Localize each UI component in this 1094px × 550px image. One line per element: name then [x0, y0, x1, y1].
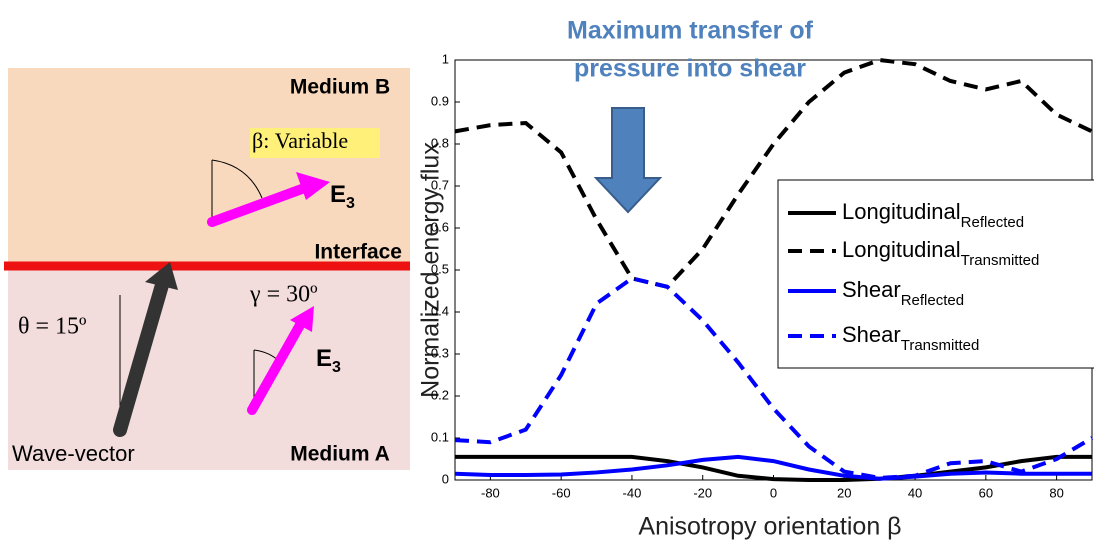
legend-name: Shear — [842, 277, 901, 302]
e3-text: E — [330, 181, 346, 208]
interface-label: Interface — [314, 241, 402, 264]
x-axis-label: Anisotropy orientation β — [638, 513, 901, 541]
y-tick-label: 0.3 — [431, 345, 449, 360]
x-tick-label: -20 — [693, 485, 712, 500]
x-tick-label: 0 — [770, 485, 777, 500]
y-tick-label: 0.2 — [431, 387, 449, 402]
wave-vector-label: Wave-vector — [12, 441, 135, 466]
medium-a-region — [8, 266, 410, 470]
y-tick-label: 0.5 — [431, 261, 449, 276]
legend-name: Longitudinal — [842, 199, 961, 224]
x-tick-label: 40 — [908, 485, 922, 500]
y-tick-label: 0.9 — [431, 93, 449, 108]
gamma-label: γ = 30º — [249, 282, 318, 308]
medium-a-label: Medium A — [290, 443, 390, 466]
x-tick-label: 60 — [979, 485, 993, 500]
medium-b-label: Medium B — [290, 76, 390, 99]
e3-text: E — [316, 345, 332, 372]
e3-sub: 3 — [346, 195, 355, 212]
y-tick-label: 0.6 — [431, 219, 449, 234]
legend-name: Shear — [842, 322, 901, 347]
legend-subscript: Transmitted — [901, 337, 980, 354]
y-tick-label: 0 — [442, 471, 449, 486]
chart-title: Maximum transfer of — [567, 17, 814, 45]
annotation-arrow — [596, 108, 660, 212]
y-tick-label: 0.1 — [431, 429, 449, 444]
x-tick-label: 20 — [837, 485, 851, 500]
y-tick-label: 1 — [442, 51, 449, 66]
figure: Medium B β: Variable E3 Interface θ = 15… — [0, 0, 1094, 550]
theta-label: θ = 15º — [18, 314, 87, 340]
e3-sub: 3 — [332, 359, 341, 376]
y-tick-label: 0.4 — [431, 303, 449, 318]
beta-label: β: Variable — [252, 128, 348, 153]
x-tick-label: 80 — [1049, 485, 1063, 500]
chart-title: pressure into shear — [574, 55, 806, 83]
x-tick-label: -60 — [552, 485, 571, 500]
y-tick-label: 0.8 — [431, 135, 449, 150]
legend-name: Longitudinal — [842, 237, 961, 262]
x-tick-label: -40 — [623, 485, 642, 500]
x-tick-label: -80 — [481, 485, 500, 500]
y-tick-label: 0.7 — [431, 177, 449, 192]
legend-subscript: Reflected — [961, 214, 1024, 231]
legend-subscript: Reflected — [901, 292, 964, 309]
legend-subscript: Transmitted — [961, 252, 1040, 269]
